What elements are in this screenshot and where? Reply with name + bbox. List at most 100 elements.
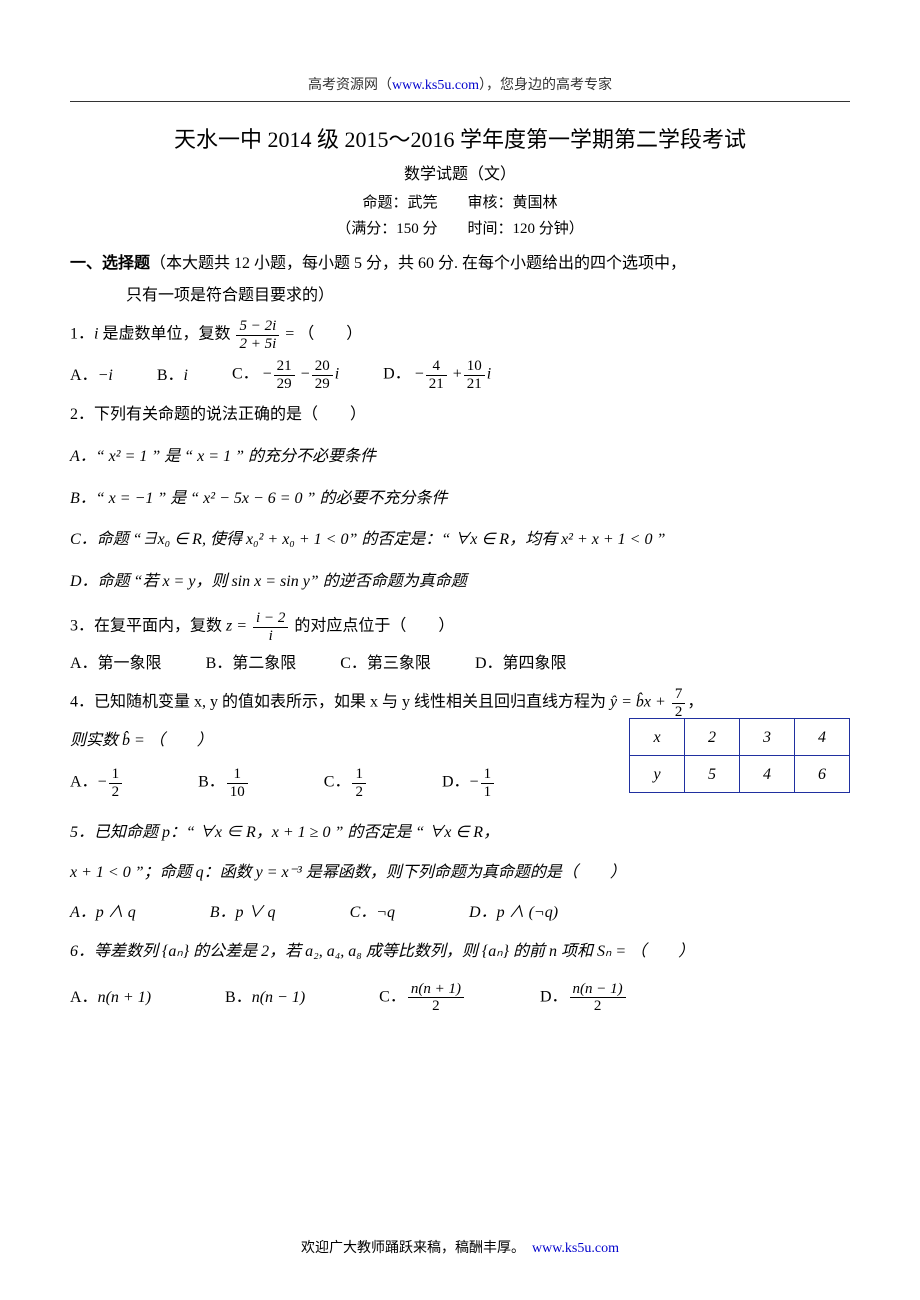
- q1-b-pre: B．: [157, 367, 184, 384]
- q2-d-text: D．命题 “若 x = y，则 sin x = sin y” 的逆否命题为真命题: [70, 573, 467, 590]
- q6-b-pre: B．: [225, 989, 252, 1006]
- q1-d-n2: 10: [464, 358, 485, 376]
- q4-t-r2c1: y: [630, 756, 685, 793]
- question-5-line2: x + 1 < 0 ”；命题 q：函数 y = x⁻³ 是幂函数，则下列命题为真…: [70, 860, 850, 886]
- q1-frac-num: 5 − 2i: [236, 318, 279, 336]
- q4-b-pre: B．: [198, 774, 225, 791]
- q1-c-n2: 20: [312, 358, 333, 376]
- exam-title: 天水一中 2014 级 2015～2016 学年度第一学期第二学段考试: [70, 122, 850, 157]
- q5-line1: 5．已知命题 p：“ ∀x ∈ R，x + 1 ≥ 0 ” 的否定是 “ ∀x …: [70, 824, 499, 841]
- q1-options: A．−i B．i C． −2129 −2029i D． −421 +1021i: [70, 358, 850, 392]
- q3-stem-b: 的对应点位于（ ）: [294, 618, 454, 635]
- q4-eq: ŷ = b̂x +: [610, 694, 670, 711]
- q4-c-pre: C．: [324, 774, 351, 791]
- q4-t-r1c4: 4: [795, 719, 850, 756]
- q6-d-num: n(n − 1): [570, 981, 626, 999]
- q4-d-pre: D．: [442, 774, 470, 791]
- footer-text: 欢迎广大教师踊跃来稿，稿酬丰厚。: [301, 1241, 525, 1256]
- section-1-text2: 只有一项是符合题目要求的）: [70, 283, 850, 309]
- q6-b-val: n(n − 1): [252, 989, 305, 1006]
- q2-opt-a: A．“ x² = 1 ” 是 “ x = 1 ” 的充分不必要条件: [70, 444, 850, 470]
- q4-data-table: x 2 3 4 y 5 4 6: [629, 718, 850, 793]
- q1-opt-a: A．−i: [70, 363, 113, 389]
- q3-opt-d: D．第四象限: [475, 651, 567, 677]
- section-1-heading: 一、选择题（本大题共 12 小题，每小题 5 分，共 60 分. 在每个小题给出…: [70, 251, 850, 277]
- q2-b-text: B．“ x = −1 ” 是 “ x² − 5x − 6 = 0 ” 的必要不充…: [70, 490, 447, 507]
- q4-frac-num: 7: [672, 686, 686, 704]
- q4-opt-a: A．−12: [70, 766, 124, 800]
- q1-opt-d: D． −421 +1021i: [383, 358, 491, 392]
- q6-options: A．n(n + 1) B．n(n − 1) C．n(n + 1)2 D．n(n …: [70, 981, 850, 1015]
- q4-a-num: 1: [109, 766, 123, 784]
- q1-a-val: −i: [98, 367, 113, 384]
- header-text-a: 高考资源网（: [308, 78, 392, 93]
- q4-t-r2c4: 6: [795, 756, 850, 793]
- q4-t-r1c2: 2: [685, 719, 740, 756]
- question-6: 6．等差数列 {aₙ} 的公差是 2，若 a₂, a₄, a₈ 成等比数列，则 …: [70, 939, 850, 965]
- q4-a-pre: A．: [70, 774, 98, 791]
- q2-a-text: A．“ x² = 1 ” 是 “ x = 1 ” 的充分不必要条件: [70, 448, 376, 465]
- q1-d-d1: 21: [426, 376, 447, 393]
- q6-stem: 6．等差数列 {aₙ} 的公差是 2，若 a₂, a₄, a₈ 成等比数列，则 …: [70, 943, 694, 960]
- q5-line2: x + 1 < 0 ”；命题 q：函数 y = x⁻³ 是幂函数，则下列命题为真…: [70, 864, 626, 881]
- q6-opt-c: C．n(n + 1)2: [379, 981, 466, 1015]
- q4-c-num: 1: [352, 766, 366, 784]
- q3-opt-b: B．第二象限: [206, 651, 297, 677]
- q3-fraction: i − 2 i: [253, 610, 288, 644]
- q4-opt-c: C．12: [324, 766, 368, 800]
- page-container: 高考资源网（www.ks5u.com），您身边的高考专家 天水一中 2014 级…: [0, 0, 920, 1300]
- table-row: x 2 3 4: [630, 719, 850, 756]
- q1-opt-c: C． −2129 −2029i: [232, 358, 339, 392]
- q1-a-pre: A．: [70, 367, 98, 384]
- q4-tail: ，: [687, 694, 703, 711]
- q6-c-pre: C．: [379, 989, 406, 1006]
- q1-stem-b: 是虚数单位，复数: [98, 326, 230, 343]
- q4-c-den: 2: [352, 784, 366, 801]
- q1-c-n1: 21: [274, 358, 295, 376]
- q6-d-pre: D．: [540, 989, 568, 1006]
- q6-a-val: n(n + 1): [98, 989, 151, 1006]
- q2-opt-d: D．命题 “若 x = y，则 sin x = sin y” 的逆否命题为真命题: [70, 569, 850, 595]
- header-url: www.ks5u.com: [392, 78, 479, 93]
- author-a: 命题：武笎: [362, 195, 437, 211]
- q3-frac-num: i − 2: [253, 610, 288, 628]
- q5-opt-c: C．¬q: [350, 900, 395, 926]
- q1-c-d1: 29: [274, 376, 295, 393]
- q4-b-num: 1: [227, 766, 248, 784]
- q1-num: 1．: [70, 326, 94, 343]
- author-b: 审核：黄国林: [468, 195, 558, 211]
- q1-fraction: 5 − 2i 2 + 5i: [236, 318, 279, 352]
- q5-opt-d: D．p ∧ (¬q): [469, 900, 558, 926]
- q4-d-den: 1: [481, 784, 495, 801]
- q4-b-den: 10: [227, 784, 248, 801]
- q2-c-text: C．命题 “∃x₀ ∈ R, 使得 x₀² + x₀ + 1 < 0” 的否定是…: [70, 531, 665, 548]
- q6-a-pre: A．: [70, 989, 98, 1006]
- q4-opt-d: D．−11: [442, 766, 496, 800]
- q4-t-r2c3: 4: [740, 756, 795, 793]
- q4-d-num: 1: [481, 766, 495, 784]
- q6-opt-a: A．n(n + 1): [70, 985, 151, 1011]
- question-5-line1: 5．已知命题 p：“ ∀x ∈ R，x + 1 ≥ 0 ” 的否定是 “ ∀x …: [70, 820, 850, 846]
- table-row: y 5 4 6: [630, 756, 850, 793]
- q4-a-den: 2: [109, 784, 123, 801]
- q5-options: A．p ∧ q B．p ∨ q C．¬q D．p ∧ (¬q): [70, 899, 850, 925]
- q1-opt-b: B．i: [157, 363, 188, 389]
- q1-stem-c: = （ ）: [285, 326, 362, 343]
- q5-opt-b: B．p ∨ q: [210, 900, 276, 926]
- q1-d-pre: D．: [383, 366, 411, 383]
- header-text-b: ），您身边的高考专家: [479, 78, 612, 93]
- q1-c-d2: 29: [312, 376, 333, 393]
- score-time-line: （满分：150 分 时间：120 分钟）: [70, 217, 850, 241]
- exam-subtitle: 数学试题（文）: [70, 162, 850, 188]
- section-1-text: （本大题共 12 小题，每小题 5 分，共 60 分. 在每个小题给出的四个选项…: [150, 255, 686, 272]
- author-line: 命题：武笎 审核：黄国林: [70, 191, 850, 215]
- q3-stem-a: 3．在复平面内，复数: [70, 618, 226, 635]
- footer-url: www.ks5u.com: [532, 1241, 619, 1256]
- q4-t-r1c1: x: [630, 719, 685, 756]
- q1-d-n1: 4: [426, 358, 447, 376]
- q1-c-pre: C．: [232, 366, 259, 383]
- page-header: 高考资源网（www.ks5u.com），您身边的高考专家: [70, 75, 850, 102]
- page-footer: 欢迎广大教师踊跃来稿，稿酬丰厚。 www.ks5u.com: [0, 1238, 920, 1260]
- q5-opt-a: A．p ∧ q: [70, 900, 136, 926]
- q6-d-den: 2: [570, 998, 626, 1015]
